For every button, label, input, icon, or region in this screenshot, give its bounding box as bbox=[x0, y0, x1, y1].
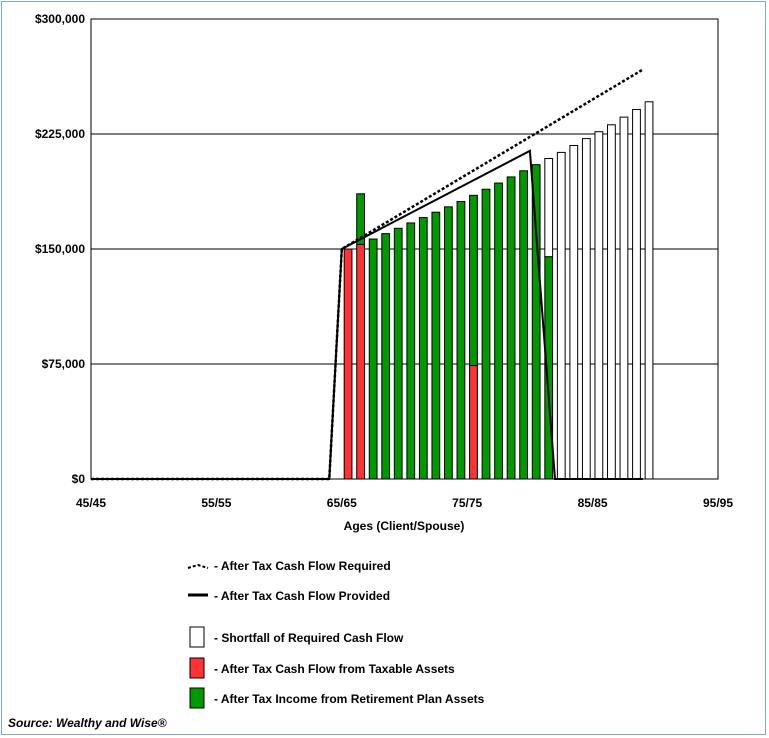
bar-retirement-age-78 bbox=[506, 176, 516, 480]
bar-retirement-age-69 bbox=[393, 227, 403, 480]
x-tick-label: 45/45 bbox=[76, 496, 106, 510]
x-tick-label: 85/85 bbox=[578, 496, 608, 510]
bar-taxable-age-65 bbox=[343, 248, 353, 480]
legend-item-required: - After Tax Cash Flow Required bbox=[187, 559, 391, 573]
bar-retirement-age-72 bbox=[431, 211, 441, 480]
bar-retirement-age-71 bbox=[418, 217, 428, 480]
bar-retirement-age-77 bbox=[494, 182, 503, 480]
y-tick-label: $0 bbox=[72, 472, 86, 486]
legend-label-provided: - After Tax Cash Flow Provided bbox=[214, 589, 390, 603]
legend-swatch-shortfall bbox=[189, 626, 205, 648]
y-tick-label: $225,000 bbox=[35, 127, 85, 141]
y-tick-label: $75,000 bbox=[42, 357, 86, 371]
x-axis-ticks: 45/45 55/55 65/65 75/75 85/85 95/95 bbox=[76, 496, 733, 510]
x-tick-label: 95/95 bbox=[703, 496, 733, 510]
bar-shortfall-age-89 bbox=[644, 101, 654, 480]
y-axis-ticks: $0 $75,000 $150,000 $225,000 $300,000 bbox=[35, 12, 85, 486]
bar-shortfall-age-81 bbox=[544, 158, 554, 258]
legend-item-provided: - After Tax Cash Flow Provided bbox=[188, 589, 390, 603]
bar-shortfall-age-87 bbox=[619, 116, 629, 480]
provided-cash-flow-line bbox=[91, 149, 643, 480]
x-tick-label: 75/75 bbox=[452, 496, 482, 510]
bar-shortfall-age-82 bbox=[556, 151, 566, 480]
bar-shortfall-age-84 bbox=[581, 138, 591, 480]
cash-flow-lines bbox=[91, 68, 644, 481]
legend: - After Tax Cash Flow Required - After T… bbox=[187, 559, 485, 709]
x-tick-label: 55/55 bbox=[201, 496, 231, 510]
bar-retirement-age-66 bbox=[356, 193, 365, 245]
bar-retirement-age-70 bbox=[406, 222, 416, 480]
legend-item-retirement: - After Tax Income from Retirement Plan … bbox=[189, 687, 485, 709]
bar-retirement-age-79 bbox=[519, 170, 529, 480]
source-caption: Source: Wealthy and Wise® bbox=[8, 716, 167, 730]
bar-retirement-age-68 bbox=[381, 233, 391, 480]
bar-retirement-age-74 bbox=[456, 200, 466, 480]
legend-label-shortfall: - Shortfall of Required Cash Flow bbox=[214, 631, 404, 645]
bar-taxable-age-66 bbox=[356, 243, 365, 480]
bars bbox=[343, 101, 654, 480]
bar-shortfall-age-86 bbox=[607, 124, 616, 480]
bar-taxable-age-75 bbox=[469, 365, 478, 480]
legend-item-taxable: - After Tax Cash Flow from Taxable Asset… bbox=[189, 657, 455, 679]
legend-label-retirement: - After Tax Income from Retirement Plan … bbox=[214, 692, 485, 706]
bar-shortfall-age-85 bbox=[594, 131, 604, 480]
legend-label-required: - After Tax Cash Flow Required bbox=[214, 559, 391, 573]
y-tick-label: $150,000 bbox=[35, 242, 85, 256]
bar-retirement-age-76 bbox=[481, 188, 491, 480]
legend-swatch-retirement bbox=[189, 687, 205, 709]
bar-retirement-age-80 bbox=[531, 164, 541, 480]
bar-retirement-age-67 bbox=[368, 238, 378, 480]
x-tick-label: 65/65 bbox=[327, 496, 357, 510]
y-tick-label: $300,000 bbox=[35, 12, 85, 26]
legend-label-taxable: - After Tax Cash Flow from Taxable Asset… bbox=[214, 662, 455, 676]
legend-item-shortfall: - Shortfall of Required Cash Flow bbox=[189, 626, 404, 648]
legend-swatch-required bbox=[187, 563, 209, 569]
bar-retirement-age-75 bbox=[469, 194, 478, 367]
bar-retirement-age-73 bbox=[444, 206, 453, 480]
x-axis-label: Ages (Client/Spouse) bbox=[344, 519, 465, 533]
bar-shortfall-age-88 bbox=[632, 108, 641, 480]
legend-swatch-taxable bbox=[189, 657, 205, 679]
bar-shortfall-age-83 bbox=[569, 145, 579, 480]
